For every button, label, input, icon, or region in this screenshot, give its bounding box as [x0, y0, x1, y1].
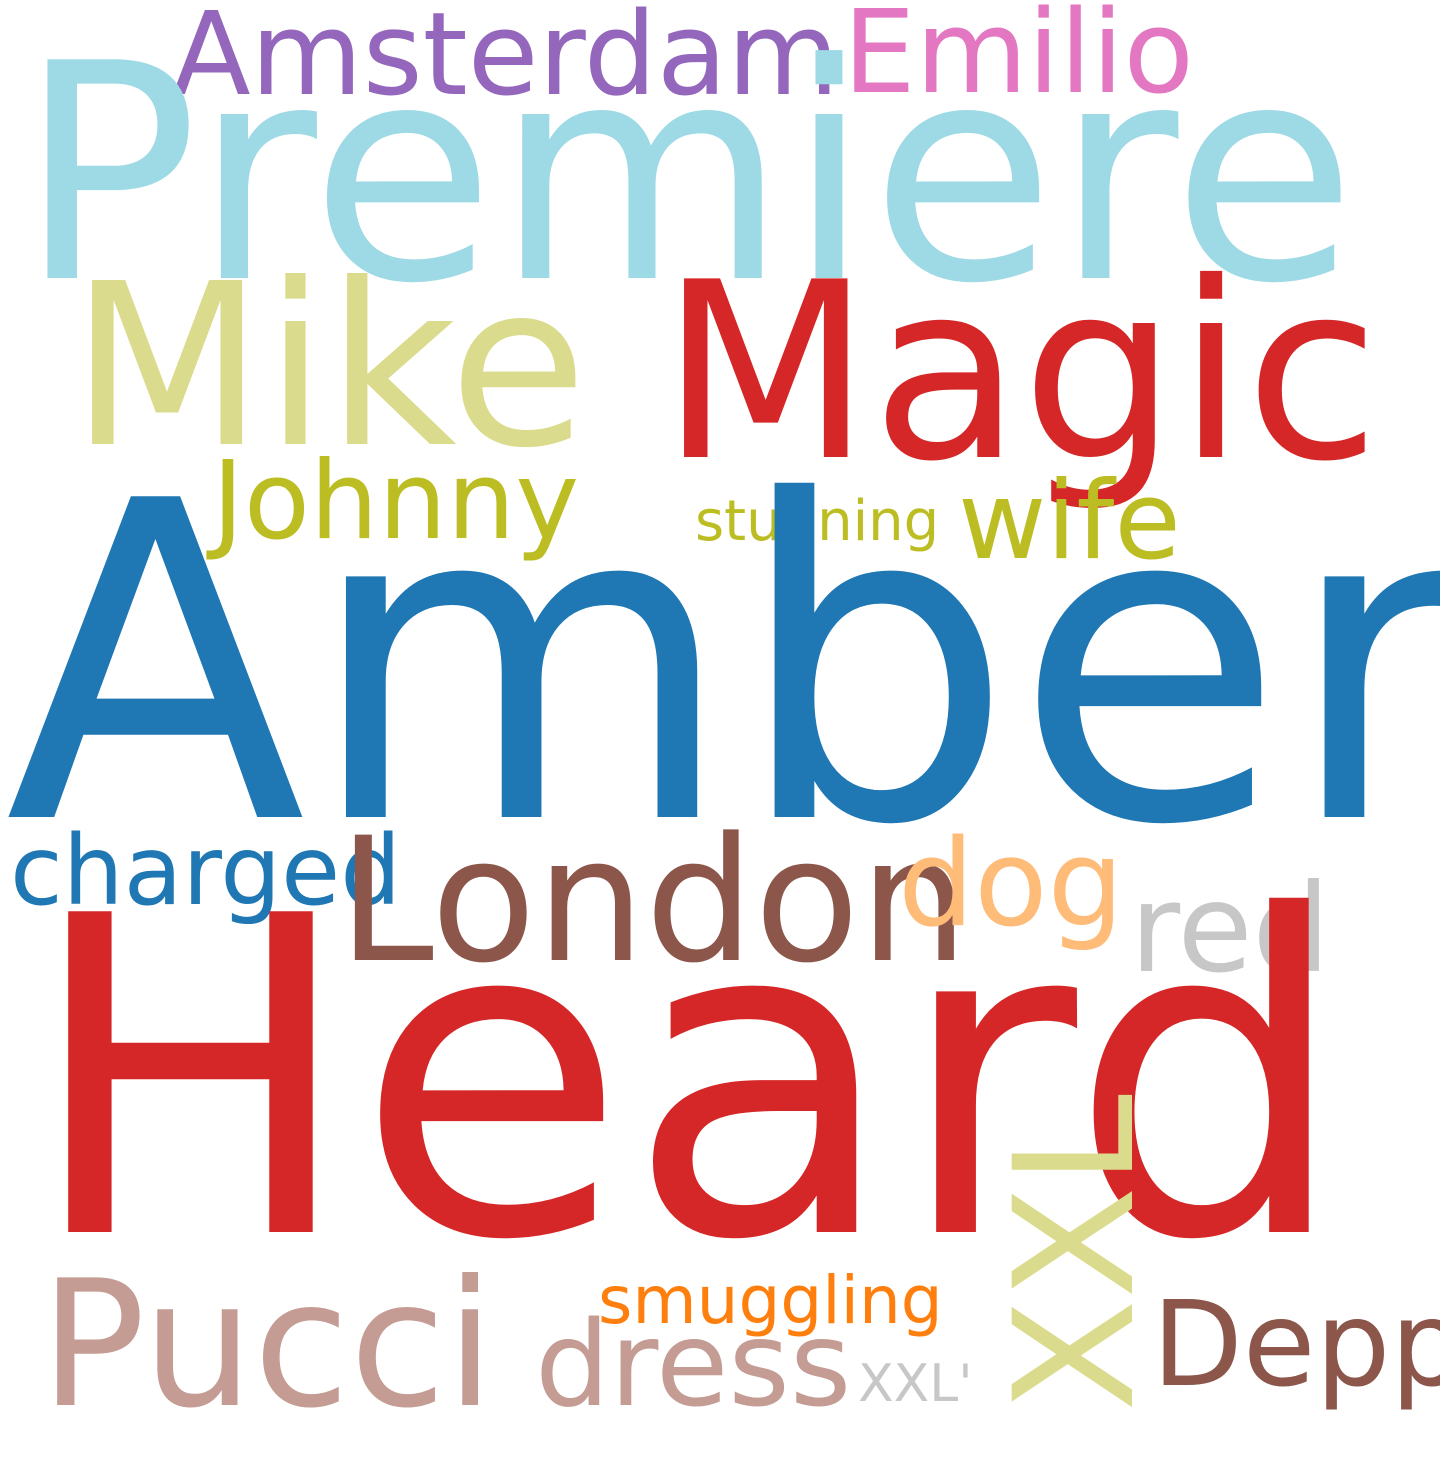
word-london: London — [338, 800, 969, 1001]
word-xxl: XXL — [979, 1094, 1171, 1412]
word-stunning: stunning — [695, 489, 940, 554]
word-amsterdam: Amsterdam — [172, 0, 840, 122]
word-pucci: Pucci — [40, 1244, 495, 1447]
word-smuggling: smuggling — [598, 1262, 943, 1339]
word-charged: charged — [10, 815, 402, 927]
word-depp: Depp — [1152, 1275, 1440, 1413]
word-premiere: Premiere — [18, 0, 1357, 349]
word-magic: Magic — [660, 230, 1380, 515]
word-johnny: Johnny — [212, 439, 580, 564]
word-wife: wife — [958, 459, 1181, 584]
word-emilio: Emilio — [843, 0, 1194, 120]
word-mike: Mike — [70, 236, 588, 498]
word-red: red — [1130, 858, 1330, 1000]
word-dress: dress — [535, 1295, 852, 1433]
word-amber: Amber — [5, 409, 1440, 921]
word-heard: Heard — [25, 824, 1349, 1336]
word-xxl-quote: XXL' — [858, 1354, 973, 1414]
word-dog: dog — [898, 815, 1124, 954]
